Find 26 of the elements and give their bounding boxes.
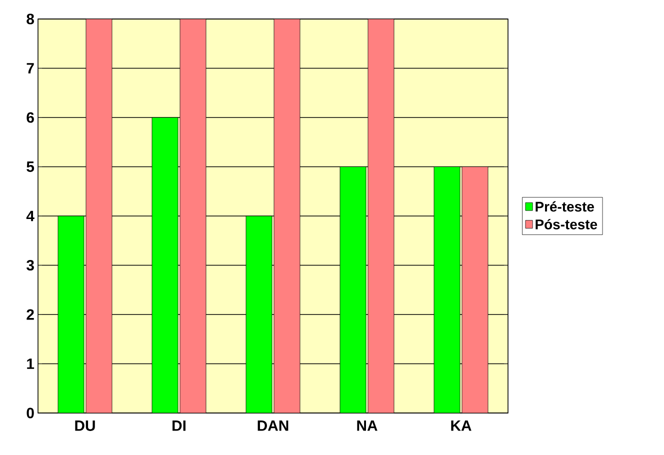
bar (86, 19, 112, 413)
bar (368, 19, 394, 413)
y-tick-label: 5 (26, 162, 34, 172)
y-tick-label: 4 (26, 210, 34, 222)
x-tick-label: DI (172, 420, 186, 431)
y-tick-label: 8 (26, 14, 34, 24)
bar (434, 166, 460, 413)
bar (462, 166, 488, 413)
bar (246, 216, 272, 413)
bar (152, 117, 178, 413)
bar (340, 166, 366, 413)
y-tick-label: 6 (26, 112, 34, 123)
y-tick-label: 2 (26, 309, 34, 320)
y-tick-label: 3 (26, 260, 34, 271)
bar (58, 216, 84, 413)
x-tick-label: NA (357, 420, 378, 431)
x-tick-label: DU (75, 420, 95, 431)
bar (180, 19, 206, 413)
x-tick-label: KA (451, 420, 472, 431)
y-tick-label: 1 (27, 358, 34, 369)
x-tick-label: DAN (258, 420, 288, 431)
legend-label: Pré-teste (536, 201, 594, 212)
legend-label: Pós-teste (536, 218, 598, 230)
y-tick-label: 7 (26, 63, 34, 74)
bar (274, 19, 300, 413)
y-tick-label: 0 (26, 408, 34, 418)
